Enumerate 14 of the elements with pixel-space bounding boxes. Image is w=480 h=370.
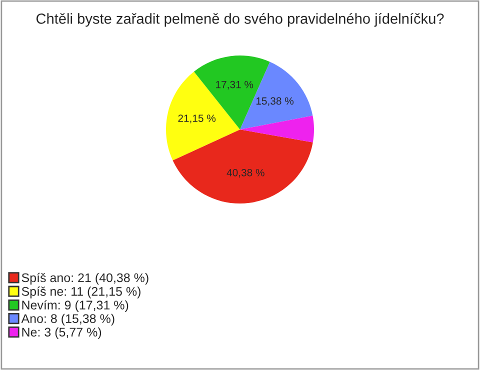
legend-label: Spíš ne: 11 (21,15 %) [22, 286, 140, 298]
pie-slice [166, 72, 240, 160]
pie-slice [172, 130, 313, 204]
data-label: 40,38 % [226, 168, 264, 178]
data-label: 15,38 % [256, 97, 294, 106]
legend-label: Ano: 8 (15,38 %) [21, 314, 114, 326]
legend-label: Nevím: 9 (17,31 %) [22, 300, 128, 312]
legend-label: Spíš ano: 21 (40,38 %) [22, 272, 148, 285]
data-label: 21,15 % [178, 114, 216, 124]
pie-slice [240, 116, 314, 142]
data-label: 17,31 % [216, 80, 254, 90]
pie-slice [240, 62, 313, 130]
legend-label: Ne: 3 (5,77 %) [22, 327, 102, 340]
chart-title: Chtěli byste zařadit pelmeně do svého pravidelného jídelníčku? [36, 12, 444, 27]
